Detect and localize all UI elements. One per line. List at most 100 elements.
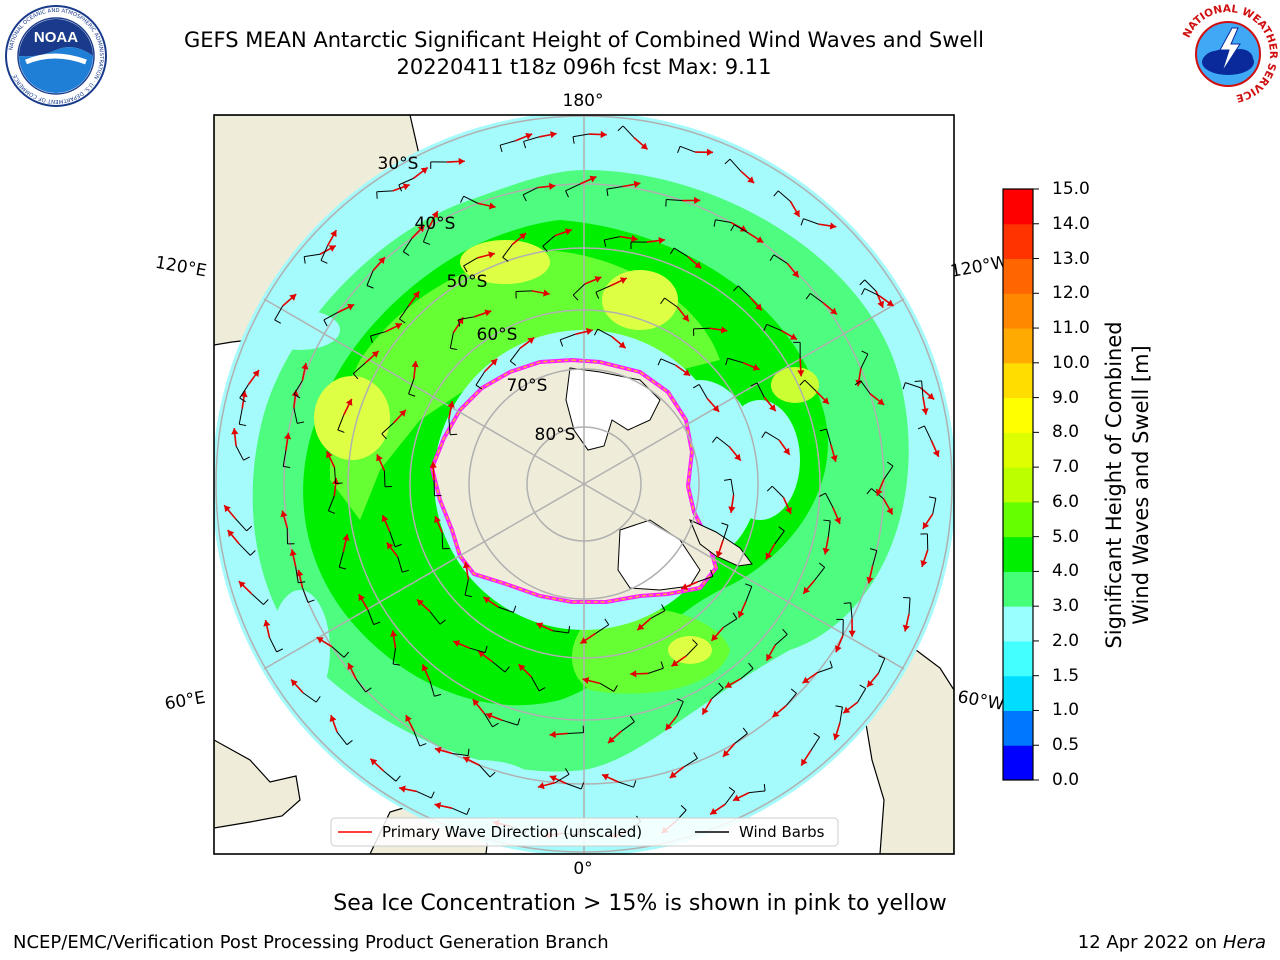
wave-arrowhead [783, 447, 790, 455]
wind-barb [860, 380, 871, 395]
lon-label-60w: 60°W [956, 687, 1006, 715]
wind-barb-flag [467, 748, 470, 756]
wind-barb-flag [861, 288, 866, 296]
wind-barb-flag [513, 605, 517, 613]
colorbar-segment [1003, 189, 1033, 225]
wind-barb [572, 283, 586, 296]
wind-barb [323, 311, 339, 321]
wave-arrowhead [920, 560, 928, 567]
wave-arrowhead [284, 432, 292, 440]
wave-arrowhead [227, 530, 235, 537]
wind-barb [597, 328, 613, 338]
wave-arrowhead [358, 594, 365, 602]
wind-barb-flag [886, 461, 894, 467]
wind-barb-flag [538, 687, 546, 692]
wave-arrowhead [830, 455, 838, 462]
wind-barb-flag [861, 350, 869, 355]
wind-barb-flag [408, 393, 416, 397]
wind-barb [734, 224, 749, 234]
wind-barb [464, 579, 469, 596]
wind-barb-flag [484, 645, 488, 653]
wave-arrowhead [607, 736, 615, 743]
wind-barb [413, 730, 421, 747]
colorbar-tick-label: 13.0 [1052, 248, 1090, 269]
wave-arrowhead [543, 289, 550, 297]
wind-barb-flag [917, 425, 925, 430]
wave-arrowhead [462, 561, 470, 569]
colorbar-title-line1: Significant Height of Combined [1102, 321, 1126, 649]
wave-arrowhead [548, 182, 556, 190]
wave-arrowhead [843, 706, 851, 714]
wind-barb-flag [395, 775, 401, 782]
wave-arrowhead [829, 222, 837, 230]
wind-barb-flag [419, 743, 427, 747]
wind-barb [370, 331, 386, 337]
wave-arrowhead [386, 542, 394, 550]
wind-barb [785, 693, 797, 706]
wind-barb [648, 667, 664, 674]
wind-barb-flag [835, 705, 843, 708]
wave-arrowhead [665, 723, 673, 731]
wave-arrowhead [683, 369, 691, 376]
wind-barb [560, 333, 576, 341]
wind-barb-flag [902, 382, 906, 390]
lon-label-120e: 120°E [154, 253, 208, 282]
wave-arrowhead [702, 707, 709, 715]
wave-arrowhead [240, 390, 248, 398]
colorbar-segment [1003, 571, 1033, 607]
wind-barb-flag [572, 294, 579, 301]
wind-barb-flag [799, 379, 806, 386]
wave-arrowhead [549, 730, 556, 739]
wind-barb-flag [843, 602, 851, 604]
wind-barb-flag [293, 393, 301, 399]
wave-arrowhead [550, 131, 557, 139]
wind-barb [383, 770, 397, 782]
wind-barb [730, 479, 735, 496]
wave-arrowhead [231, 428, 239, 435]
wind-barb [398, 177, 414, 186]
wind-barb [864, 279, 877, 292]
wind-barb [448, 418, 451, 435]
wind-barb [509, 348, 521, 362]
wind-barb [552, 630, 569, 634]
wind-barb-flag [869, 548, 877, 551]
colorbar-tick-label: 5.0 [1052, 526, 1080, 547]
wind-barb-flag [339, 566, 347, 570]
wave-arrowhead [797, 370, 805, 377]
wind-barb-flag [430, 791, 435, 799]
wind-barb-flag [859, 684, 866, 689]
wind-barb [429, 680, 435, 697]
wave-arrowhead [630, 670, 637, 678]
wave-arrowhead [420, 167, 428, 175]
wind-barb [595, 624, 609, 634]
wave-arrowhead [640, 142, 648, 150]
wind-barb-flag [337, 429, 345, 433]
wind-barb [621, 721, 635, 732]
colorbar-segment [1003, 710, 1033, 746]
wave-arrowhead [732, 794, 740, 802]
colorbar-segment [1003, 467, 1033, 503]
wind-barb [804, 379, 817, 392]
wind-barb-flag [725, 358, 729, 366]
wave-arrowhead [710, 807, 718, 815]
wind-barb-flag [805, 293, 811, 300]
wave-arrowhead [490, 358, 498, 366]
wind-barb [293, 407, 298, 424]
wave-arrowhead [669, 771, 677, 778]
colorbar-segment [1003, 745, 1033, 781]
weddell-ice-shelf [617, 519, 701, 591]
wind-barb [827, 520, 831, 537]
wave-arrowhead [329, 715, 337, 723]
wind-barb-flag [604, 618, 610, 626]
colorbar-tick-label: 0.5 [1052, 735, 1080, 756]
africa-land [214, 739, 301, 829]
wind-barb [604, 236, 620, 241]
wave-arrowhead [802, 676, 810, 684]
chart-subtitle: 20220411 t18z 096h fcst Max: 9.11 [396, 55, 772, 79]
wind-barb [711, 687, 724, 700]
wave-arrowhead [902, 624, 910, 632]
wave-arrowhead [752, 363, 760, 371]
wind-barb [274, 305, 284, 321]
wave-arrowhead [830, 307, 838, 315]
wind-barb [302, 692, 317, 703]
